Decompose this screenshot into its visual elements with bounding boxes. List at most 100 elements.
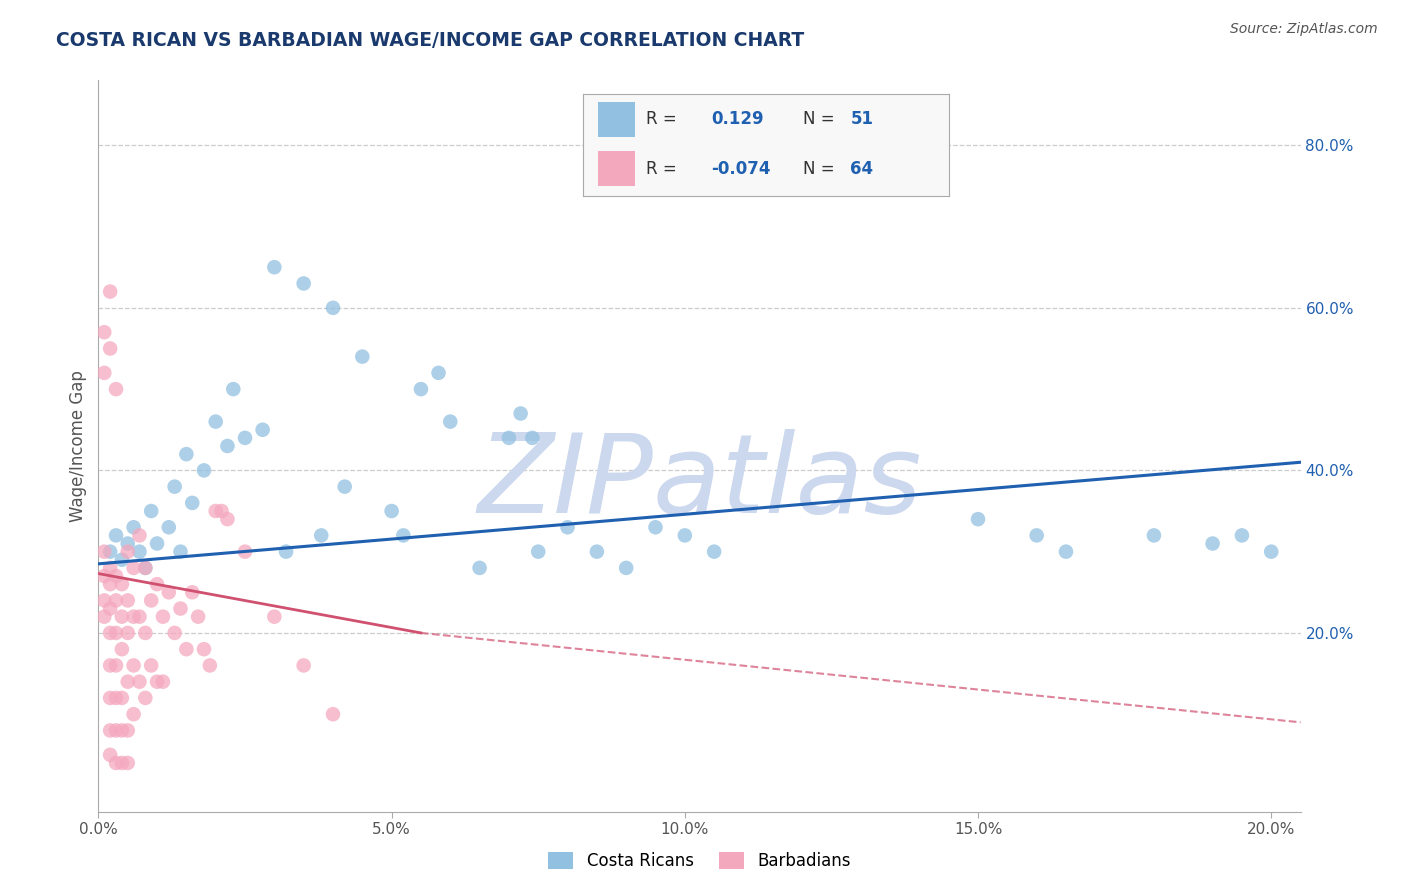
Point — [187, 609, 209, 624]
Bar — [598, 102, 634, 136]
Point — [98, 747, 121, 762]
Point — [381, 504, 404, 518]
Point — [117, 674, 139, 689]
Point — [233, 544, 256, 558]
Point — [117, 536, 139, 550]
Point — [122, 520, 145, 534]
Point — [105, 756, 128, 770]
Point — [181, 585, 204, 599]
Point — [439, 415, 461, 429]
Point — [292, 658, 315, 673]
Text: -0.074: -0.074 — [711, 160, 770, 178]
Point — [498, 431, 520, 445]
Point — [409, 382, 432, 396]
Point — [105, 528, 128, 542]
Point — [586, 544, 609, 558]
Point — [322, 301, 344, 315]
Point — [1201, 536, 1223, 550]
Point — [733, 162, 755, 177]
Text: N =: N = — [803, 160, 834, 178]
Point — [673, 528, 696, 542]
Point — [614, 561, 637, 575]
Point — [1143, 528, 1166, 542]
Legend: Costa Ricans, Barbadians: Costa Ricans, Barbadians — [541, 845, 858, 877]
Point — [204, 504, 226, 518]
Point — [263, 260, 285, 275]
Point — [169, 601, 191, 615]
Point — [522, 431, 544, 445]
Point — [152, 674, 174, 689]
Point — [141, 504, 163, 518]
Point — [217, 512, 239, 526]
Point — [105, 382, 128, 396]
Point — [122, 707, 145, 722]
Point — [146, 674, 169, 689]
Point — [117, 756, 139, 770]
Point — [193, 642, 215, 657]
Point — [322, 707, 344, 722]
Point — [169, 544, 191, 558]
Point — [176, 642, 198, 657]
Text: COSTA RICAN VS BARBADIAN WAGE/INCOME GAP CORRELATION CHART: COSTA RICAN VS BARBADIAN WAGE/INCOME GAP… — [56, 31, 804, 50]
Point — [703, 544, 725, 558]
Point — [222, 382, 245, 396]
Point — [128, 674, 150, 689]
Point — [309, 528, 332, 542]
Point — [392, 528, 415, 542]
Point — [128, 609, 150, 624]
Text: 64: 64 — [851, 160, 873, 178]
Point — [98, 561, 121, 575]
Point — [117, 593, 139, 607]
Point — [181, 496, 204, 510]
Text: N =: N = — [803, 111, 834, 128]
Point — [122, 561, 145, 575]
Point — [352, 350, 374, 364]
Point — [128, 528, 150, 542]
Point — [111, 690, 134, 705]
Point — [141, 593, 163, 607]
Point — [292, 277, 315, 291]
Point — [157, 585, 180, 599]
Text: ZIPatlas: ZIPatlas — [477, 429, 922, 536]
Point — [1260, 544, 1282, 558]
Point — [163, 480, 186, 494]
Point — [557, 520, 579, 534]
Point — [93, 593, 115, 607]
Point — [204, 415, 226, 429]
Text: 0.129: 0.129 — [711, 111, 763, 128]
Point — [263, 609, 285, 624]
Point — [233, 431, 256, 445]
Point — [252, 423, 274, 437]
Point — [98, 285, 121, 299]
Point — [163, 626, 186, 640]
Point — [111, 553, 134, 567]
Point — [134, 626, 156, 640]
Point — [122, 609, 145, 624]
Y-axis label: Wage/Income Gap: Wage/Income Gap — [69, 370, 87, 522]
Point — [527, 544, 550, 558]
Point — [105, 569, 128, 583]
Point — [98, 690, 121, 705]
Point — [98, 601, 121, 615]
Point — [152, 609, 174, 624]
Point — [93, 609, 115, 624]
Point — [105, 593, 128, 607]
Point — [98, 342, 121, 356]
Text: Source: ZipAtlas.com: Source: ZipAtlas.com — [1230, 22, 1378, 37]
Point — [1054, 544, 1077, 558]
Point — [111, 609, 134, 624]
Point — [274, 544, 297, 558]
Point — [141, 658, 163, 673]
Point — [98, 723, 121, 738]
Point — [128, 544, 150, 558]
Point — [98, 544, 121, 558]
Point — [217, 439, 239, 453]
Point — [117, 544, 139, 558]
Text: 51: 51 — [851, 111, 873, 128]
Point — [105, 658, 128, 673]
Point — [198, 658, 221, 673]
Point — [117, 626, 139, 640]
Point — [122, 658, 145, 673]
Point — [111, 723, 134, 738]
Point — [146, 577, 169, 591]
